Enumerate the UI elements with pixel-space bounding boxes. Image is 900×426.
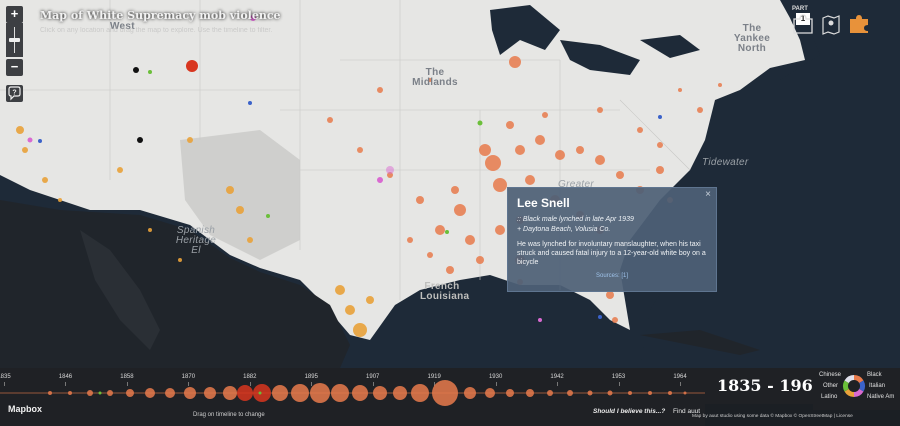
- timeline-year-tick: [188, 382, 190, 386]
- speech-bubble-icon: ?: [8, 86, 21, 101]
- top-right-toolbar: PART 1: [792, 6, 872, 36]
- legend-ring-icon: [843, 375, 865, 397]
- timeline-year-tick: [618, 382, 620, 386]
- region-label-tidewater: Tidewater: [702, 157, 749, 168]
- timeline-year-tick: [557, 382, 559, 386]
- legend-black[interactable]: Black: [867, 372, 882, 378]
- legend-chinese[interactable]: Chinese: [819, 372, 842, 378]
- map-attribution[interactable]: Map by auut studio using some data © Map…: [692, 414, 853, 419]
- popup-close-button[interactable]: ×: [705, 189, 711, 200]
- timeline-year-tick: [4, 382, 5, 386]
- incident-popup: × Lee Snell :: Black male lynched in lat…: [507, 187, 717, 292]
- timeline-hint: Drag on timeline to change: [193, 412, 265, 418]
- year-range-label: 1835 - 1964: [717, 376, 824, 395]
- timeline-year-label: 1964: [673, 374, 687, 380]
- region-label-yankee-north: The Yankee North: [733, 23, 771, 54]
- timeline-year-label: 1942: [550, 374, 564, 380]
- zoom-in-button[interactable]: +: [6, 6, 23, 23]
- timeline-year-tick: [249, 382, 251, 386]
- zoom-slider-handle[interactable]: [9, 38, 20, 42]
- popup-description: He was lynched for involuntary manslaugh…: [517, 241, 706, 266]
- legend-latino[interactable]: Latino: [821, 394, 838, 400]
- believe-this-link[interactable]: Should I believe this...?: [593, 408, 666, 415]
- region-label-spanish-heritage: Spanish Heritage El: [175, 225, 217, 256]
- timeline-year-label: 1930: [488, 374, 503, 380]
- timeline-year-label: 1895: [304, 374, 318, 380]
- timeline-year-tick: [495, 382, 497, 386]
- timeline-year-label: 1882: [243, 374, 257, 380]
- year-range-display: 1835 - 1964: [705, 368, 824, 404]
- help-button[interactable]: ?: [6, 85, 23, 102]
- map-canvas[interactable]: West The Midlands The Yankee North Tidew…: [0, 0, 900, 368]
- timeline-year-label: 1953: [611, 374, 626, 380]
- zoom-out-button[interactable]: −: [6, 59, 23, 76]
- popup-location: + Daytona Beach, Volusia Co.: [517, 225, 611, 233]
- legend-italian[interactable]: Italian: [869, 383, 886, 389]
- map-pin-icon[interactable]: [821, 13, 841, 35]
- map-title: Map of White Supremacy mob violence: [40, 9, 281, 22]
- region-label-west: West: [110, 21, 135, 32]
- part-number-badge[interactable]: 1: [796, 13, 810, 25]
- incident-marker-red: [186, 60, 198, 72]
- timeline-year-tick: [65, 382, 67, 386]
- timeline-year-label: 1870: [181, 374, 196, 380]
- map-base-layer: [0, 0, 805, 368]
- great-lakes: [490, 5, 560, 55]
- timeline[interactable]: 1835 1846 1858 1870 1882 1895 1907 1919 1930 1942…: [0, 368, 705, 426]
- mapbox-logo[interactable]: Mapbox: [8, 404, 43, 414]
- timeline-year-tick: [126, 382, 128, 386]
- svg-text:?: ?: [12, 90, 16, 97]
- legend-native-american[interactable]: Native Am: [867, 394, 895, 400]
- timeline-year-label: 1907: [366, 374, 380, 380]
- incident-cluster-latino: [16, 126, 374, 337]
- zoom-slider[interactable]: [6, 23, 23, 57]
- map-subtitle: Click on any location and drag the map t…: [40, 27, 273, 34]
- timeline-year-tick: [434, 382, 436, 386]
- region-label-greater: Greater: [558, 179, 595, 190]
- find-author-link[interactable]: Find auut: [673, 408, 701, 415]
- region-label-french-louisiana: French Louisiana: [420, 281, 470, 302]
- timeline-year-tick: [311, 382, 313, 386]
- timeline-density-bubbles[interactable]: [0, 378, 705, 418]
- region-label-midlands: The Midlands: [412, 67, 458, 88]
- popup-victim-details: :: Black male lynched in late Apr 1939: [517, 216, 634, 223]
- timeline-year-tick: [680, 382, 681, 386]
- timeline-year-label: 1835: [0, 374, 11, 380]
- victim-legend: Chinese Black Other Italian Latino Nativ…: [813, 368, 900, 410]
- timeline-year-label: 1846: [58, 374, 73, 380]
- legend-other[interactable]: Other: [823, 383, 839, 389]
- timeline-year-label: 1919: [427, 374, 441, 380]
- popup-sources-link[interactable]: Sources: [1]: [595, 273, 628, 279]
- timeline-year-tick: [372, 382, 374, 386]
- part-label: PART: [792, 6, 808, 12]
- popup-victim-name: Lee Snell: [517, 196, 570, 210]
- puzzle-outline-icon[interactable]: [792, 13, 813, 35]
- puzzle-filled-icon[interactable]: [848, 13, 868, 35]
- timeline-year-label: 1858: [120, 374, 134, 380]
